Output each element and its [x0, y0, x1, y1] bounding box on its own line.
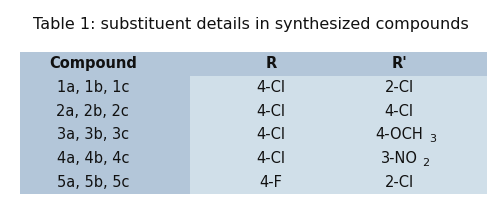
FancyBboxPatch shape: [190, 76, 486, 194]
Text: 4a, 4b, 4c: 4a, 4b, 4c: [57, 151, 129, 166]
Text: 4-OCH: 4-OCH: [374, 127, 422, 142]
Text: R: R: [265, 56, 276, 71]
Text: Table 1: substituent details in synthesized compounds: Table 1: substituent details in synthesi…: [33, 17, 468, 31]
FancyBboxPatch shape: [20, 52, 486, 194]
Text: 4-Cl: 4-Cl: [256, 104, 285, 119]
Text: 3-NO: 3-NO: [380, 151, 417, 166]
Text: 5a, 5b, 5c: 5a, 5b, 5c: [57, 175, 129, 190]
Text: 1a, 1b, 1c: 1a, 1b, 1c: [57, 80, 129, 95]
Text: 4-Cl: 4-Cl: [384, 104, 413, 119]
Text: 3a, 3b, 3c: 3a, 3b, 3c: [57, 127, 129, 142]
Text: 2a, 2b, 2c: 2a, 2b, 2c: [56, 104, 129, 119]
Text: 4-F: 4-F: [259, 175, 282, 190]
Text: 3: 3: [428, 134, 435, 144]
Text: 2-Cl: 2-Cl: [384, 80, 413, 95]
Text: R': R': [390, 56, 406, 71]
Text: Compound: Compound: [49, 56, 137, 71]
Text: 4-Cl: 4-Cl: [256, 80, 285, 95]
Text: 4-Cl: 4-Cl: [256, 127, 285, 142]
Text: 4-Cl: 4-Cl: [256, 151, 285, 166]
Text: 2: 2: [422, 158, 429, 168]
Text: 2-Cl: 2-Cl: [384, 175, 413, 190]
